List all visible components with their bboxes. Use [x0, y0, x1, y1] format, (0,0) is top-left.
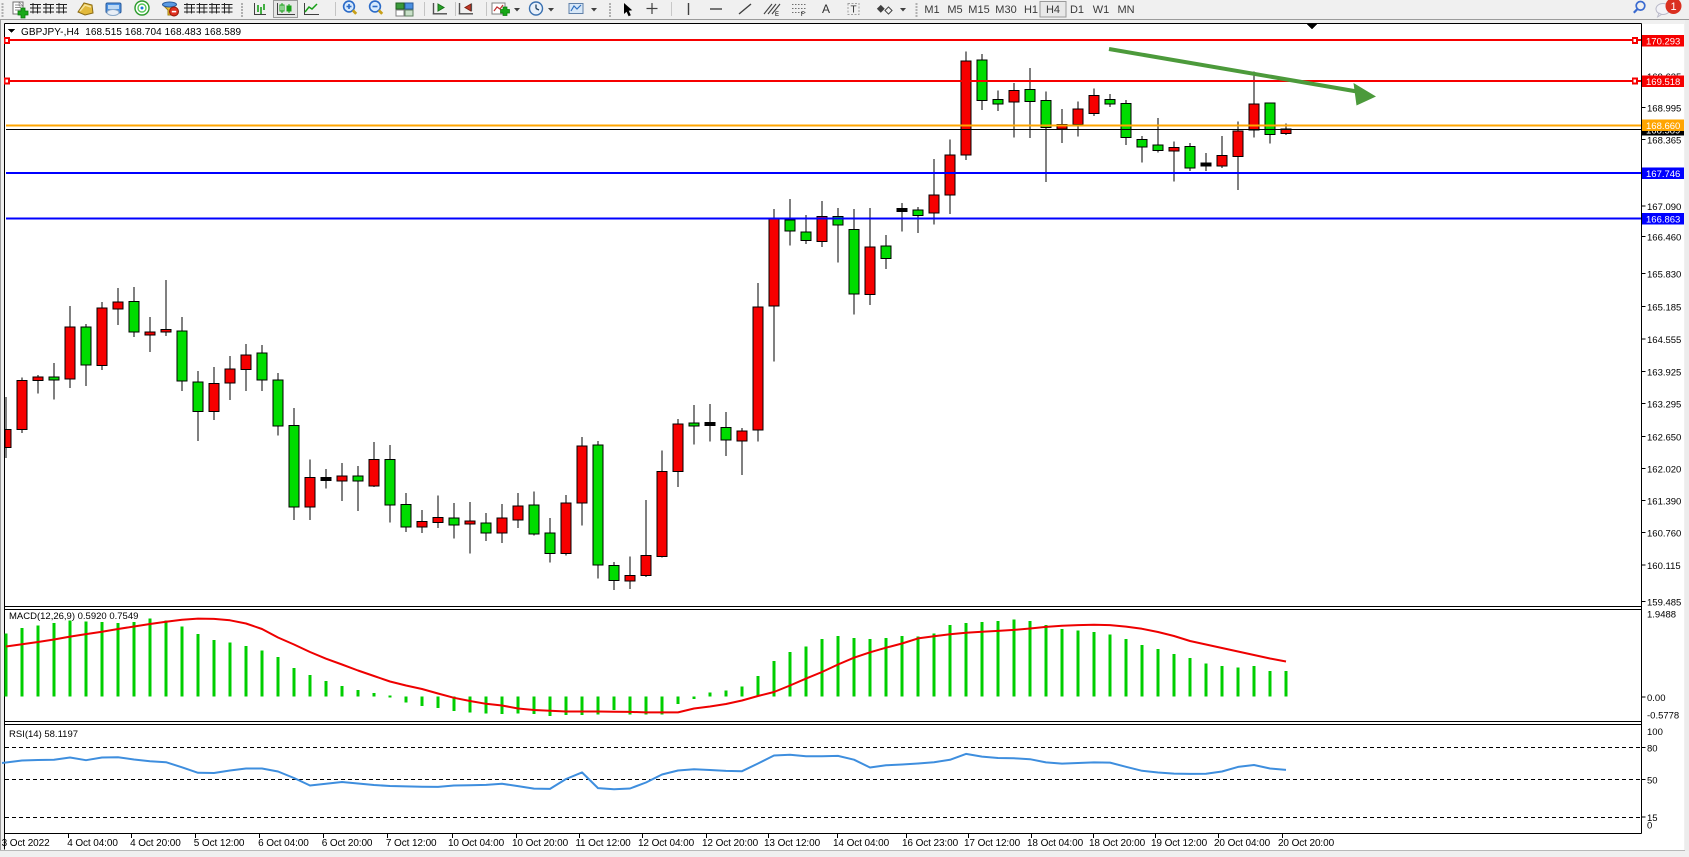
- svg-text:W1: W1: [1093, 4, 1110, 16]
- svg-text:163.925: 163.925: [1647, 368, 1681, 379]
- svg-text:12 Oct 20:00: 12 Oct 20:00: [702, 838, 759, 849]
- svg-text:169.518: 169.518: [1646, 77, 1680, 88]
- svg-text:M1: M1: [924, 4, 939, 16]
- svg-text:159.485: 159.485: [1647, 598, 1681, 609]
- svg-text:MACD(12,26,9) 0.5920 0.7549: MACD(12,26,9) 0.5920 0.7549: [9, 611, 138, 622]
- svg-text:18 Oct 04:00: 18 Oct 04:00: [1027, 838, 1084, 849]
- svg-text:T: T: [851, 5, 857, 16]
- svg-text:5 Oct 12:00: 5 Oct 12:00: [194, 838, 245, 849]
- svg-text:164.555: 164.555: [1647, 335, 1681, 346]
- svg-text:10 Oct 20:00: 10 Oct 20:00: [512, 838, 569, 849]
- svg-text:10 Oct 04:00: 10 Oct 04:00: [448, 838, 505, 849]
- svg-text:M5: M5: [947, 4, 962, 16]
- svg-text:MN: MN: [1117, 4, 1134, 16]
- svg-text:H4: H4: [1046, 4, 1060, 16]
- svg-text:20 Oct 20:00: 20 Oct 20:00: [1278, 838, 1335, 849]
- svg-text:168.365: 168.365: [1647, 136, 1681, 147]
- svg-text:F: F: [801, 12, 805, 18]
- svg-text:13 Oct 12:00: 13 Oct 12:00: [764, 838, 821, 849]
- svg-text:162.650: 162.650: [1647, 433, 1681, 444]
- svg-text:15: 15: [1647, 813, 1658, 824]
- svg-text:M15: M15: [968, 4, 989, 16]
- svg-text:167.746: 167.746: [1646, 169, 1680, 180]
- svg-text:80: 80: [1647, 743, 1658, 754]
- svg-text:16 Oct 23:00: 16 Oct 23:00: [902, 838, 959, 849]
- svg-text:M30: M30: [995, 4, 1016, 16]
- svg-text:7 Oct 12:00: 7 Oct 12:00: [386, 838, 437, 849]
- svg-text:168.660: 168.660: [1646, 121, 1680, 132]
- svg-text:170.293: 170.293: [1646, 36, 1680, 47]
- svg-text:E: E: [775, 12, 779, 18]
- svg-text:168.995: 168.995: [1647, 104, 1681, 115]
- svg-text:165.830: 165.830: [1647, 269, 1681, 280]
- svg-text:14 Oct 04:00: 14 Oct 04:00: [833, 838, 890, 849]
- svg-text:GBPJPY-,H4 168.515 168.704 16: GBPJPY-,H4 168.515 168.704 168.483 168.5…: [21, 27, 242, 38]
- svg-text:-0.5778: -0.5778: [1647, 711, 1679, 722]
- svg-text:50: 50: [1647, 776, 1658, 787]
- svg-text:163.295: 163.295: [1647, 400, 1681, 411]
- svg-text:0.00: 0.00: [1647, 693, 1666, 704]
- svg-text:161.390: 161.390: [1647, 497, 1681, 508]
- svg-text:100: 100: [1647, 727, 1663, 738]
- svg-text:160.115: 160.115: [1647, 561, 1681, 572]
- svg-text:0: 0: [1647, 821, 1652, 832]
- svg-text:11 Oct 12:00: 11 Oct 12:00: [575, 838, 631, 849]
- svg-text:4 Oct 20:00: 4 Oct 20:00: [130, 838, 181, 849]
- svg-text:12 Oct 04:00: 12 Oct 04:00: [638, 838, 695, 849]
- svg-text:17 Oct 12:00: 17 Oct 12:00: [964, 838, 1021, 849]
- svg-text:166.863: 166.863: [1646, 214, 1680, 225]
- svg-text:6 Oct 04:00: 6 Oct 04:00: [258, 838, 309, 849]
- svg-text:RSI(14) 58.1197: RSI(14) 58.1197: [9, 729, 78, 740]
- svg-text:18 Oct 20:00: 18 Oct 20:00: [1089, 838, 1146, 849]
- svg-text:1.9488: 1.9488: [1647, 610, 1676, 621]
- svg-text:D1: D1: [1070, 4, 1084, 16]
- svg-text:H1: H1: [1024, 4, 1038, 16]
- svg-text:A: A: [822, 2, 830, 16]
- svg-text:1: 1: [1670, 1, 1676, 13]
- svg-text:6 Oct 20:00: 6 Oct 20:00: [322, 838, 373, 849]
- svg-text:162.020: 162.020: [1647, 465, 1681, 476]
- svg-text:3 Oct 2022: 3 Oct 2022: [2, 838, 50, 849]
- svg-text:19 Oct 12:00: 19 Oct 12:00: [1151, 838, 1208, 849]
- svg-text:167.090: 167.090: [1647, 202, 1681, 213]
- svg-text:166.460: 166.460: [1647, 232, 1681, 243]
- svg-text:4 Oct 04:00: 4 Oct 04:00: [67, 838, 118, 849]
- svg-text:20 Oct 04:00: 20 Oct 04:00: [1214, 838, 1271, 849]
- svg-text:160.760: 160.760: [1647, 528, 1681, 539]
- svg-text:165.185: 165.185: [1647, 303, 1681, 314]
